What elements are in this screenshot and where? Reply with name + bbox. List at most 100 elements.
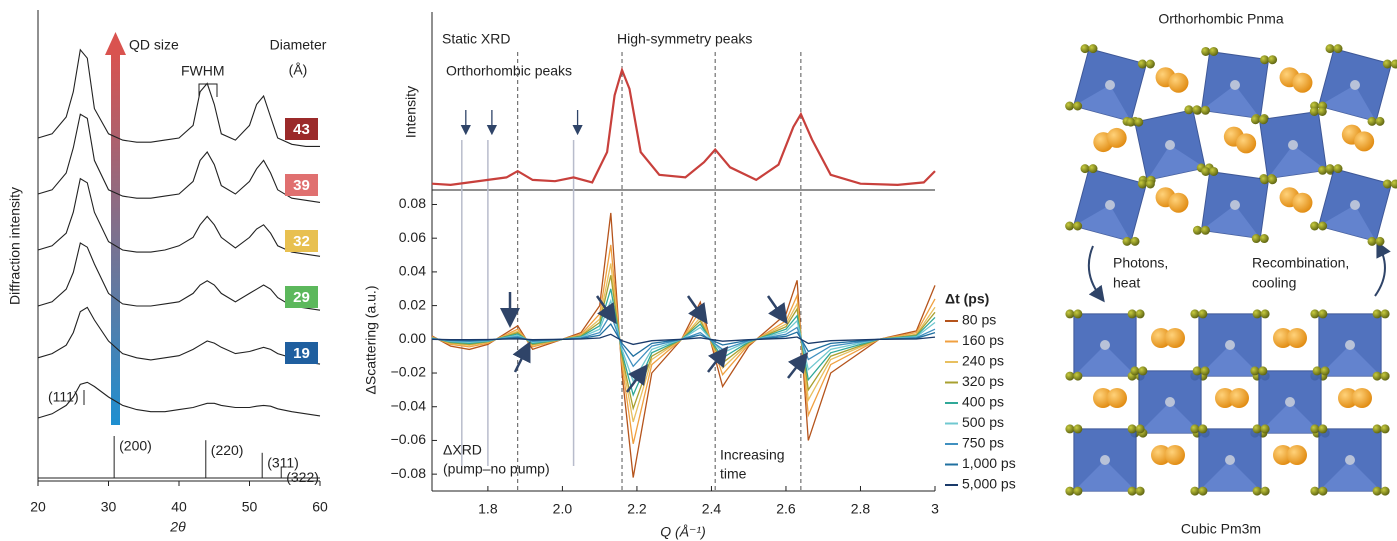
halide-atom xyxy=(1127,424,1137,434)
size-box xyxy=(285,342,318,364)
halide-atom xyxy=(1209,166,1219,176)
size-label: 32 xyxy=(293,233,310,250)
size-label: 19 xyxy=(293,345,310,362)
y-axis-label: Diffraction intensity xyxy=(7,187,23,305)
x-tick-label: 2.2 xyxy=(627,501,647,517)
y-tick-label: 0.02 xyxy=(399,296,426,312)
halide-atom xyxy=(1260,424,1270,434)
size-label: 43 xyxy=(293,121,310,138)
trend-arrow xyxy=(686,295,708,325)
metal-atom xyxy=(1100,455,1110,465)
halide-atom xyxy=(1135,486,1145,496)
y-tick-label: 0.06 xyxy=(399,229,426,245)
metal-atom xyxy=(1345,455,1355,465)
halide-atom xyxy=(1375,236,1385,246)
diameter-label: Diameter xyxy=(270,37,327,53)
delta-curve xyxy=(431,312,936,368)
size-label: 29 xyxy=(293,289,310,306)
y-tick-label: −0.04 xyxy=(391,397,427,413)
halide-atom xyxy=(1134,117,1144,127)
halide-atom xyxy=(1372,424,1382,434)
halide-atom xyxy=(1200,366,1210,376)
y-tick-label: −0.02 xyxy=(391,364,427,380)
x-tick-label: 2.4 xyxy=(702,501,722,517)
octahedron-face xyxy=(1318,345,1382,377)
delta-curve xyxy=(431,333,936,346)
transition-label: Recombination, xyxy=(1252,255,1349,271)
y-tick-label: 0.00 xyxy=(399,330,426,346)
delta-curve xyxy=(431,244,936,444)
x-tick-label: 2.6 xyxy=(776,501,796,517)
trend-arrow xyxy=(707,346,729,373)
halide-atom xyxy=(1252,486,1262,496)
halide-atom xyxy=(1310,424,1320,434)
halide-atom xyxy=(1065,101,1075,111)
peak-label: (111) xyxy=(48,389,79,405)
octahedron-face xyxy=(1318,85,1376,122)
delta-curve xyxy=(431,263,936,423)
halide-atom xyxy=(1310,309,1320,319)
fwhm-bracket xyxy=(198,83,218,97)
halide-atom xyxy=(1065,221,1075,231)
halide-atom xyxy=(1372,371,1382,381)
y-tick-label: 0.08 xyxy=(399,195,426,211)
halide-atom xyxy=(1325,164,1335,174)
cation xyxy=(1165,445,1185,465)
halide-atom xyxy=(1200,225,1210,235)
halide-atom xyxy=(1380,424,1390,434)
y-axis-label: Intensity xyxy=(403,86,419,138)
x-axis-label: 2θ xyxy=(169,519,186,535)
halide-atom xyxy=(1198,424,1208,434)
diameter-label: (Å) xyxy=(289,62,308,78)
x-tick-label: 60 xyxy=(312,499,328,515)
cation xyxy=(1229,388,1249,408)
legend-label: 320 ps xyxy=(962,373,1004,389)
halide-atom xyxy=(1252,424,1262,434)
cation xyxy=(1168,72,1189,93)
size-label: 39 xyxy=(293,177,310,194)
octahedron-face xyxy=(1073,460,1137,492)
legend-label: 240 ps xyxy=(962,353,1004,369)
size-box xyxy=(285,230,318,252)
halide-atom xyxy=(1135,309,1145,319)
halide-atom xyxy=(1258,366,1268,376)
metal-atom xyxy=(1100,340,1110,350)
halide-atom xyxy=(1073,424,1083,434)
halide-atom xyxy=(1184,105,1194,115)
halide-atom xyxy=(1145,179,1155,189)
x-tick-label: 3 xyxy=(931,501,939,517)
y-axis-label: ΔScattering (a.u.) xyxy=(363,286,379,395)
delta-curve xyxy=(431,212,936,478)
halide-atom xyxy=(1130,366,1140,376)
halide-atom xyxy=(1367,116,1377,126)
halide-atom xyxy=(1135,424,1145,434)
y-tick-label: −0.06 xyxy=(391,431,427,447)
halide-atom xyxy=(1260,55,1270,65)
metal-atom xyxy=(1350,200,1360,210)
x-tick-label: 50 xyxy=(242,499,258,515)
trend-arrow xyxy=(787,352,809,379)
annotation: Orthorhombic peaks xyxy=(446,63,572,79)
metal-atom xyxy=(1105,200,1115,210)
size-arrow-shaft xyxy=(111,52,120,425)
metal-atom xyxy=(1350,80,1360,90)
halide-atom xyxy=(1250,366,1260,376)
cation xyxy=(1287,445,1307,465)
metal-atom xyxy=(1230,80,1240,90)
reference-label: (220) xyxy=(211,442,244,458)
size-box xyxy=(285,174,318,196)
x-axis-label: Q (Å⁻¹) xyxy=(660,524,706,540)
metal-atom xyxy=(1225,340,1235,350)
halide-atom xyxy=(1065,371,1075,381)
cation xyxy=(1352,388,1372,408)
octahedron-face xyxy=(1147,145,1206,181)
halide-atom xyxy=(1126,117,1136,127)
x-tick-label: 2.0 xyxy=(553,501,573,517)
halide-atom xyxy=(1065,486,1075,496)
trend-arrow xyxy=(626,364,648,393)
halide-atom xyxy=(1312,366,1322,376)
halide-atom xyxy=(1065,424,1075,434)
halide-atom xyxy=(1073,101,1083,111)
legend-title: Δt (ps) xyxy=(945,291,989,307)
halide-atom xyxy=(1073,371,1083,381)
